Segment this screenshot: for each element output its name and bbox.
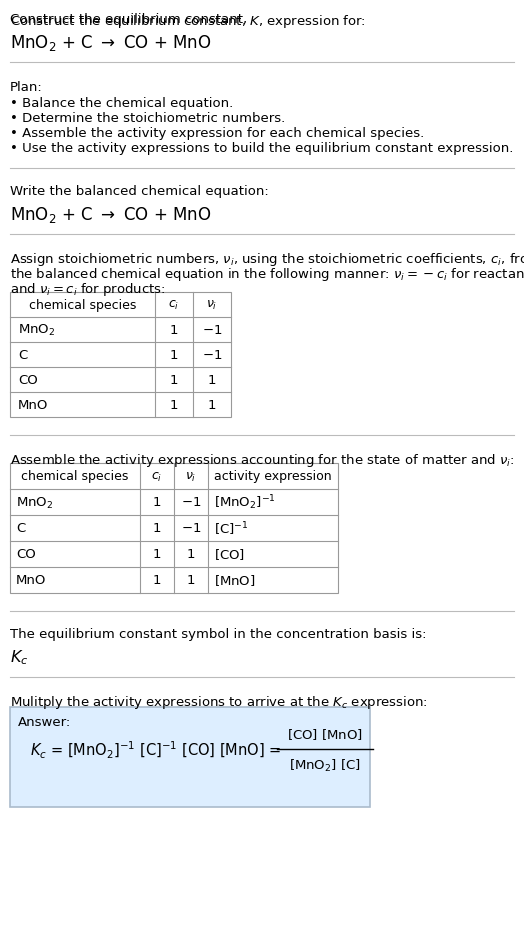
Text: activity expression: activity expression xyxy=(214,470,332,483)
Text: $\nu_i$: $\nu_i$ xyxy=(185,470,196,483)
Text: Write the balanced chemical equation:: Write the balanced chemical equation: xyxy=(10,185,269,198)
Text: $-$1: $-$1 xyxy=(202,348,222,362)
Text: $[\mathrm{C}]^{-1}$: $[\mathrm{C}]^{-1}$ xyxy=(214,520,248,537)
Text: 1: 1 xyxy=(153,522,161,535)
Text: C: C xyxy=(16,522,25,535)
Text: $\mathrm{MnO_2}$: $\mathrm{MnO_2}$ xyxy=(18,323,56,338)
Text: $\nu_i$: $\nu_i$ xyxy=(206,298,217,312)
Text: and $\nu_i = c_i$ for products:: and $\nu_i = c_i$ for products: xyxy=(10,280,166,297)
Bar xyxy=(10,293,231,417)
Text: $[\mathrm{MnO}]$: $[\mathrm{MnO}]$ xyxy=(214,573,256,588)
Text: MnO: MnO xyxy=(16,574,47,587)
Text: $K_c$ = $[\mathrm{MnO_2}]^{-1}$ $[\mathrm{C}]^{-1}$ $[\mathrm{CO}]$ $[\mathrm{Mn: $K_c$ = $[\mathrm{MnO_2}]^{-1}$ $[\mathr… xyxy=(30,738,283,760)
Text: 1: 1 xyxy=(170,398,178,412)
Text: Mulitply the activity expressions to arrive at the $K_c$ expression:: Mulitply the activity expressions to arr… xyxy=(10,693,428,710)
Text: • Balance the chemical equation.: • Balance the chemical equation. xyxy=(10,97,233,110)
Text: Answer:: Answer: xyxy=(18,716,71,728)
Text: $\mathrm{MnO_2}$ + C $\rightarrow$ CO + MnO: $\mathrm{MnO_2}$ + C $\rightarrow$ CO + … xyxy=(10,33,211,53)
Text: 1: 1 xyxy=(170,324,178,337)
Text: chemical species: chemical species xyxy=(29,298,136,312)
Text: The equilibrium constant symbol in the concentration basis is:: The equilibrium constant symbol in the c… xyxy=(10,628,427,640)
Text: MnO: MnO xyxy=(18,398,48,412)
Text: • Use the activity expressions to build the equilibrium constant expression.: • Use the activity expressions to build … xyxy=(10,142,514,155)
Text: $\mathrm{MnO_2}$ + C $\rightarrow$ CO + MnO: $\mathrm{MnO_2}$ + C $\rightarrow$ CO + … xyxy=(10,205,211,225)
Text: $\mathrm{MnO_2}$: $\mathrm{MnO_2}$ xyxy=(16,495,53,510)
Text: the balanced chemical equation in the following manner: $\nu_i = -c_i$ for react: the balanced chemical equation in the fo… xyxy=(10,265,524,282)
Text: 1: 1 xyxy=(153,496,161,509)
Text: $[\mathrm{MnO_2}]$ $[\mathrm{C}]$: $[\mathrm{MnO_2}]$ $[\mathrm{C}]$ xyxy=(289,757,361,773)
Text: 1: 1 xyxy=(208,374,216,387)
Text: $-$1: $-$1 xyxy=(181,522,201,535)
Text: $-$1: $-$1 xyxy=(181,496,201,509)
Text: $[\mathrm{CO}]$ $[\mathrm{MnO}]$: $[\mathrm{CO}]$ $[\mathrm{MnO}]$ xyxy=(287,726,363,741)
Text: 1: 1 xyxy=(153,574,161,587)
Bar xyxy=(10,464,338,594)
Text: $c_i$: $c_i$ xyxy=(151,470,162,483)
Text: 1: 1 xyxy=(170,374,178,387)
Text: 1: 1 xyxy=(187,574,195,587)
Text: $K_c$: $K_c$ xyxy=(10,648,28,666)
Text: Construct the equilibrium constant,: Construct the equilibrium constant, xyxy=(10,13,252,26)
Text: $[\mathrm{CO}]$: $[\mathrm{CO}]$ xyxy=(214,547,245,562)
Text: • Determine the stoichiometric numbers.: • Determine the stoichiometric numbers. xyxy=(10,112,285,125)
Bar xyxy=(10,707,370,807)
Text: CO: CO xyxy=(16,548,36,561)
Text: CO: CO xyxy=(18,374,38,387)
Text: $[\mathrm{MnO_2}]^{-1}$: $[\mathrm{MnO_2}]^{-1}$ xyxy=(214,493,276,512)
Text: $c_i$: $c_i$ xyxy=(168,298,180,312)
Text: 1: 1 xyxy=(208,398,216,412)
Text: 1: 1 xyxy=(170,348,178,362)
Text: $-$1: $-$1 xyxy=(202,324,222,337)
Text: Assemble the activity expressions accounting for the state of matter and $\nu_i$: Assemble the activity expressions accoun… xyxy=(10,451,515,468)
Text: chemical species: chemical species xyxy=(21,470,129,483)
Text: • Assemble the activity expression for each chemical species.: • Assemble the activity expression for e… xyxy=(10,126,424,140)
Text: 1: 1 xyxy=(153,548,161,561)
Text: Plan:: Plan: xyxy=(10,81,43,93)
Text: C: C xyxy=(18,348,27,362)
Text: 1: 1 xyxy=(187,548,195,561)
Text: Assign stoichiometric numbers, $\nu_i$, using the stoichiometric coefficients, $: Assign stoichiometric numbers, $\nu_i$, … xyxy=(10,251,524,268)
Text: Construct the equilibrium constant, $K$, expression for:: Construct the equilibrium constant, $K$,… xyxy=(10,13,366,30)
